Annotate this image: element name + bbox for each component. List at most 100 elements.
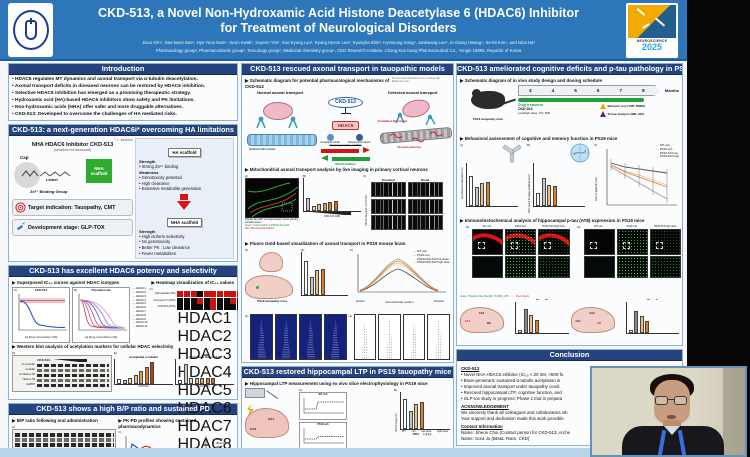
subheading-ltp: ▶ Hippocampal LTP measurement using ex v… (245, 381, 428, 386)
heatmap-cell (190, 297, 197, 304)
x-axis-label: log [Drug concentration (nM)] (84, 336, 118, 340)
panel-letter: E) (577, 225, 581, 229)
ihc-col-label: PS19 veh (514, 225, 526, 228)
list-item: HDAC1 (132, 286, 147, 291)
bar (122, 380, 127, 385)
acetylation-bar-charts: E) Acetylated α-tubulin CKD-513 Acetylat… (114, 351, 234, 397)
heatmap-block: C) Hydroxamate (HA) Compound X (NHA) CKD… (149, 287, 238, 448)
mouse-block: PS19 tauopathy mice (460, 85, 516, 135)
mito-bar-chart-block: B) CKD-513 (nM) (303, 174, 361, 240)
behavior-test-label: Behavior test (YMT, MWM) (607, 103, 645, 108)
bar (414, 404, 418, 429)
list-item: HDAC6 (132, 305, 147, 310)
heatmap-cell (236, 291, 238, 298)
section-title: CKD-513 rescued axonal transport in tauo… (242, 64, 453, 75)
kymograph-panel (407, 215, 443, 230)
ha-strength-list: Strong Zn²⁺ binding (139, 164, 230, 170)
ymaze-icon (502, 144, 522, 163)
compound-note: (structure not disclosed) (53, 148, 92, 153)
kymograph-panel (371, 182, 406, 197)
bar (480, 183, 484, 206)
section-title: CKD-513 has excellent HDAC6 potency and … (9, 266, 237, 278)
drug-treatment-label: Drug treatment (518, 102, 544, 107)
logo-brush-stroke (636, 8, 646, 16)
list-item: HDAC2 (132, 290, 147, 295)
subheading-heatmap: ▶ Heatmap visualization of IC₅₀ values (151, 280, 234, 286)
section-introduction: Introduction HDAC6 regulates MT dynamics… (8, 63, 238, 122)
contact-line: Name: Jiheon Choi (Contact person for CK… (461, 430, 571, 435)
footnote: * i : inhibitor (114, 138, 133, 143)
fg-line-chart (357, 254, 446, 293)
list-item: PK (212, 445, 230, 448)
heatmap-row-label: CKD-513 (NHA) (157, 305, 176, 309)
list-item: Selective HDAC6 inhibition has emerged a… (12, 91, 234, 98)
ihc-image (472, 229, 504, 255)
list-item: HDAC10 (132, 321, 147, 325)
list-item: HDAC7 (177, 418, 232, 436)
heatmap-cell (197, 297, 204, 304)
conference-logo: NEUROSCIENCE 2025 (626, 3, 678, 58)
posterior-label: Posterior (433, 300, 444, 303)
heatmap-cell (190, 291, 197, 298)
glasses-right-lens (674, 396, 687, 405)
drug-treatment-bar (518, 98, 644, 102)
subheading-western: ▶ Western blot analysis of acetylation m… (12, 344, 174, 350)
fluorogold-trace-image (402, 314, 426, 360)
mechanism-center: CKD-513 HDAC6 Acetylated tubulin (317, 90, 373, 166)
x-tick: WT (401, 430, 406, 433)
introduction-bullets: HDAC6 regulates MT dynamics and axonal t… (9, 75, 237, 120)
x-tick: veh (411, 430, 416, 433)
panel-letter: B) (303, 174, 306, 178)
bar (523, 309, 528, 333)
hippocampal-slice: CA1 CA3 (245, 408, 289, 438)
list-item: Brain (212, 437, 230, 442)
ihc-zoom-image (649, 256, 682, 278)
list-item: Non-hydroxamic acids (NHA) offer safer a… (12, 105, 234, 112)
fluorogold-image (250, 314, 273, 360)
list-item: HDAC5 (177, 382, 232, 400)
bar (311, 206, 316, 211)
panel-letter: B) (74, 288, 77, 293)
significance: *** (535, 299, 539, 302)
panel-letter: A) (460, 143, 463, 147)
heatmap-cell (197, 291, 204, 298)
plot-title: CKD-513 (34, 288, 48, 293)
bar (552, 186, 557, 206)
poster-authors: Jisoo Kim¹, Dae-kwon Bae¹, Hye Yeon Nam¹… (142, 40, 535, 45)
list-item: High isoform selectivity (139, 234, 230, 240)
bar (328, 202, 332, 211)
red-down-arrow-icon (177, 200, 192, 210)
ihc-col-label: PS19 513 high dose (542, 225, 566, 228)
heatmap-cell (177, 297, 184, 304)
kymograph-panel (407, 198, 443, 214)
bar (469, 176, 473, 206)
ihc-zoom-image (538, 256, 570, 278)
green-arrow-label: HDAC6 inhibition (335, 163, 356, 167)
month-tick: 8 (642, 88, 645, 93)
section-ltp: CKD-513 restored hippocampal LTP in PS19… (241, 366, 454, 448)
ihc-image (538, 229, 570, 255)
list-item: Axonal transport deficits in diseased ne… (12, 84, 234, 91)
deacetylated-label: Deacetylated tubulin (348, 141, 371, 145)
image-caption: P301S-Tau-GFP overexpressing mouse prima… (245, 218, 299, 224)
bar (183, 364, 188, 385)
ic50-curves-chart (78, 294, 127, 331)
blot-title: CKD-513 (37, 358, 50, 363)
at8-bar-chart-2: *** ** (625, 299, 679, 343)
linker-zigzag (21, 170, 71, 178)
ckd513-oval: CKD-513 (328, 96, 363, 108)
compound-heading: NHA HDAC6 Inhibitor CKD-513 (31, 142, 114, 149)
logo-brush-stroke (654, 17, 666, 27)
list-item: HDAC3 (177, 346, 232, 364)
list-item: HDAC1 (177, 310, 232, 328)
list-item: HDAC9 (132, 317, 147, 322)
y-axis-label: Spontaneous alternation (%) (461, 167, 464, 199)
scientific-poster: CKD-513, a Novel Non-Hydroxamic Acid His… (0, 0, 687, 457)
bar (211, 378, 215, 385)
presenter-neck (663, 420, 681, 430)
heatmap-cell (184, 291, 191, 298)
heatmap-cell (203, 297, 210, 304)
heatmap-cell (236, 297, 238, 304)
brain-region-schematic-2: CA3 CA1 DG (570, 299, 624, 343)
